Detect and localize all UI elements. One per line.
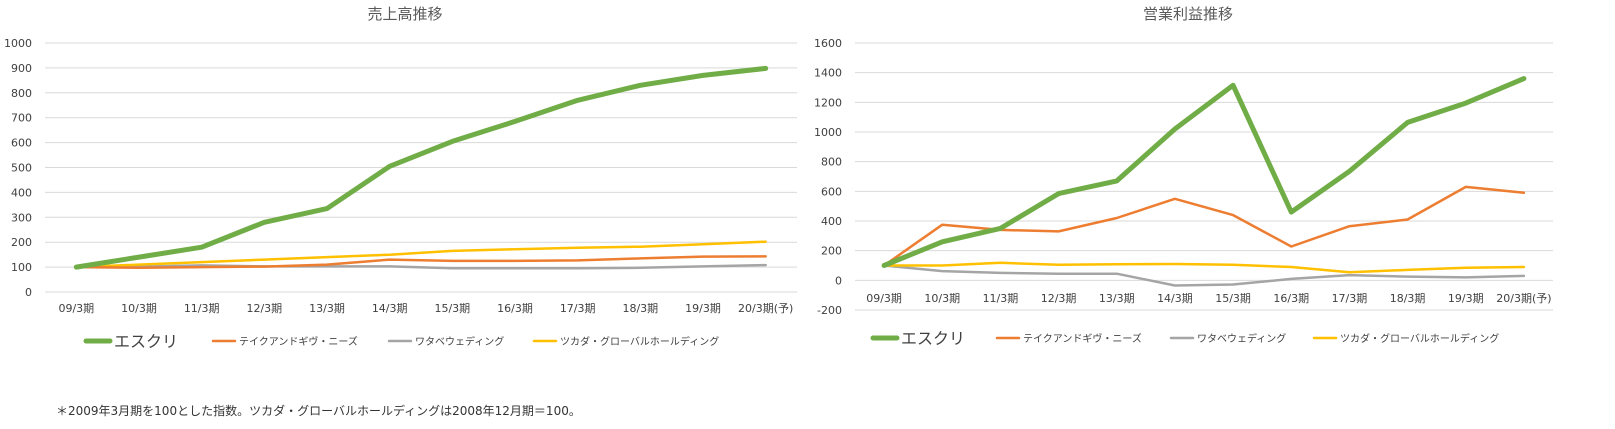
chart-2-y-tick-label: 800: [821, 156, 842, 169]
chart-1-x-tick-label: 09/3期: [58, 302, 94, 315]
chart-1-x-tick-label: 11/3期: [184, 302, 220, 315]
chart-2-x-tick-label: 11/3期: [983, 292, 1019, 305]
chart-1-series-line: [75, 255, 767, 270]
chart-2-y-tick-label: 1000: [814, 126, 842, 139]
chart-1-x-tick-label: 18/3期: [622, 302, 658, 315]
chart-1-y-tick-label: 100: [11, 261, 32, 274]
chart-1-legend-label: エスクリ: [114, 332, 178, 351]
chart-2-y-tick-label: 1400: [814, 67, 842, 80]
chart-1-x-tick-label: 12/3期: [246, 302, 282, 315]
chart-2-y-tick-label: 200: [821, 245, 842, 258]
chart-1-y-tick-label: 600: [11, 137, 32, 150]
chart-1-x-tick-label: 10/3期: [121, 302, 157, 315]
chart-1-y-tick-label: 900: [11, 62, 32, 75]
chart-2-title: 営業利益推移: [1143, 5, 1233, 23]
chart-2-series-line: [882, 185, 1526, 267]
chart-1-y-tick-label: 300: [11, 211, 32, 224]
chart-2-legend-label: テイクアンドギヴ・ニーズ: [1023, 332, 1142, 345]
chart-1-x-tick-label: 15/3期: [434, 302, 470, 315]
chart-1-y-tick-label: 1000: [4, 37, 32, 50]
chart-1-x-tick-label: 17/3期: [560, 302, 596, 315]
chart-1-y-tick-label: 400: [11, 186, 32, 199]
chart-2-x-tick-label: 17/3期: [1332, 292, 1368, 305]
chart-1-y-tick-label: 800: [11, 87, 32, 100]
chart-2-x-tick-label: 10/3期: [924, 292, 960, 305]
chart-1-x-tick-label: 19/3期: [685, 302, 721, 315]
chart-1-series-line: [75, 263, 767, 270]
footnote: ＊2009年3月期を100とした指数。ツカダ・グローバルホールディングは2008…: [56, 404, 581, 418]
chart-1-x-tick-label: 16/3期: [497, 302, 533, 315]
chart-1-legend-label: ツカダ・グローバルホールディング: [560, 335, 719, 348]
chart-1-x-tick-label: 20/3期(予): [738, 302, 793, 315]
chart-1-legend-label: ワタベウェディング: [415, 335, 504, 348]
chart-1-title: 売上高推移: [367, 5, 442, 23]
chart-2-series-line: [882, 261, 1526, 274]
chart-2-legend-label: ワタベウェディング: [1197, 332, 1286, 345]
chart-1-series-line: [73, 65, 769, 270]
chart-2-y-tick-label: 1600: [814, 37, 842, 50]
chart-1-legend-label: テイクアンドギヴ・ニーズ: [239, 335, 358, 348]
chart-1-y-tick-label: 700: [11, 112, 32, 125]
chart-1-series-line: [75, 240, 767, 269]
chart-1-x-tick-label: 13/3期: [309, 302, 345, 315]
chart-2-x-tick-label: 13/3期: [1099, 292, 1135, 305]
chart-2-y-tick-label: 600: [821, 185, 842, 198]
chart-2-series-line: [882, 264, 1526, 287]
chart-2-y-tick-label: 1200: [814, 96, 842, 109]
chart-2-x-tick-label: 18/3期: [1390, 292, 1426, 305]
chart-1-y-tick-label: 200: [11, 236, 32, 249]
chart-1-x-tick-label: 14/3期: [372, 302, 408, 315]
chart-2-legend-label: ツカダ・グローバルホールディング: [1340, 332, 1499, 345]
chart-2-legend-label: エスクリ: [901, 329, 965, 348]
chart-2-series-line: [881, 76, 1527, 268]
chart-2-x-tick-label: 19/3期: [1448, 292, 1484, 305]
chart-2-y-tick-label: -200: [817, 304, 842, 317]
chart-2-x-tick-label: 16/3期: [1273, 292, 1309, 305]
chart-2-x-tick-label: 15/3期: [1215, 292, 1251, 305]
chart-2-x-tick-label: 09/3期: [866, 292, 902, 305]
chart-2-x-tick-label: 12/3期: [1041, 292, 1077, 305]
chart-1-y-tick-label: 500: [11, 162, 32, 175]
chart-2-y-tick-label: 400: [821, 215, 842, 228]
chart-2-x-tick-label: 14/3期: [1157, 292, 1193, 305]
chart-1-y-tick-label: 0: [25, 286, 32, 299]
chart-2-x-tick-label: 20/3期(予): [1496, 292, 1551, 305]
chart-2-y-tick-label: 0: [835, 274, 842, 287]
